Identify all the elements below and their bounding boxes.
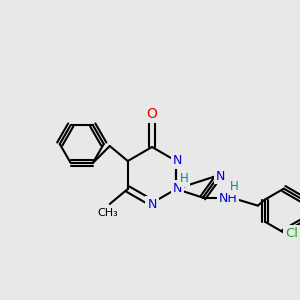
Text: O: O — [147, 107, 158, 121]
Text: N: N — [216, 169, 225, 182]
Text: N: N — [172, 182, 182, 194]
Text: H: H — [180, 172, 189, 185]
Text: N: N — [172, 154, 182, 167]
Text: NH: NH — [218, 192, 237, 205]
Text: Cl: Cl — [285, 227, 298, 240]
Text: H: H — [230, 180, 238, 193]
Text: N: N — [147, 197, 157, 211]
Text: CH₃: CH₃ — [98, 208, 118, 218]
